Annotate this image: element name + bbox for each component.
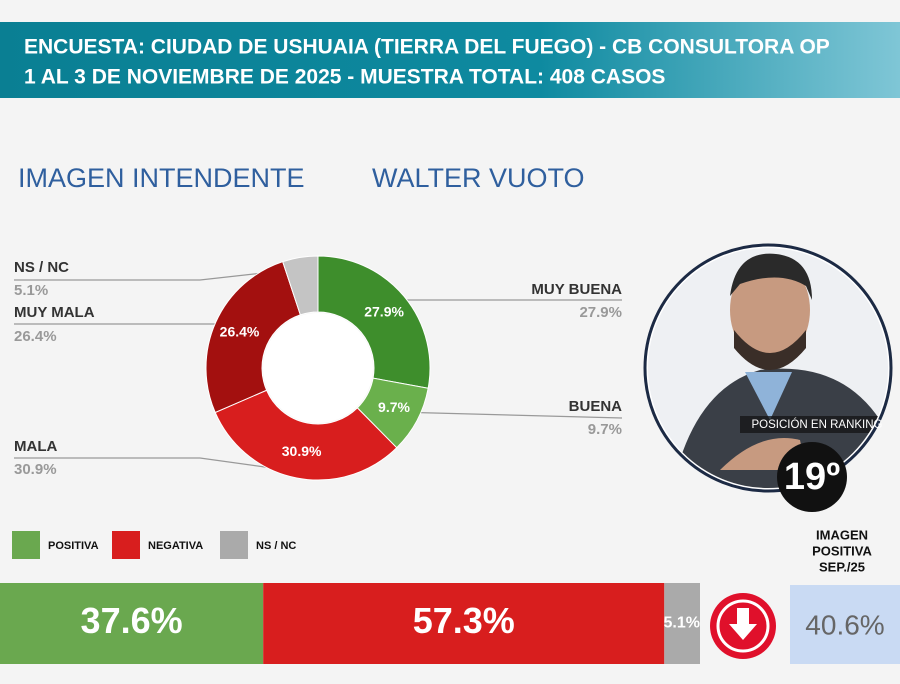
bar-segment <box>0 583 264 664</box>
bar-segment <box>263 583 665 664</box>
previous-value: 40.6% <box>805 609 884 640</box>
legend: POSITIVA NEGATIVA NS / NC <box>12 531 296 559</box>
header-band <box>0 22 900 98</box>
header-line: ENCUESTA: CIUDAD DE USHUAIA (TIERRA DEL … <box>24 36 830 59</box>
category-label: MALA <box>14 438 57 455</box>
legend-swatch <box>112 531 140 559</box>
bar-label: 37.6% <box>81 600 183 641</box>
portrait: POSICIÓN EN RANKING 19º <box>643 243 893 512</box>
down-arrow <box>729 608 757 640</box>
value-label: 9.7% <box>588 421 622 438</box>
donut-slice <box>317 255 431 389</box>
slice-label: 30.9% <box>282 443 322 459</box>
value-label: 5.1% <box>14 282 48 299</box>
header-line: 1 AL 3 DE NOVIEMBRE DE 2025 - MUESTRA TO… <box>24 66 665 89</box>
previous-box <box>790 585 900 664</box>
legend-label: NEGATIVA <box>148 540 203 552</box>
slice-label: 26.4% <box>220 324 260 340</box>
category-label: BUENA <box>569 398 623 415</box>
category-label: NS / NC <box>14 259 69 276</box>
donut-hole <box>263 313 373 423</box>
previous-title: IMAGEN <box>816 527 868 542</box>
value-label: 30.9% <box>14 461 57 478</box>
bar-label: 57.3% <box>413 600 515 641</box>
bar-label: 5.1% <box>664 615 700 632</box>
legend-label: POSITIVA <box>48 540 99 552</box>
chart-title: IMAGEN INTENDENTE <box>18 163 305 193</box>
value-label: 27.9% <box>579 304 622 321</box>
bar-segment <box>664 583 700 664</box>
trend-icon-ring <box>716 599 770 653</box>
slice-label: 9.7% <box>378 399 410 415</box>
chart-subtitle: WALTER VUOTO <box>372 163 585 193</box>
donut-slice <box>214 389 398 481</box>
ranking-value: 19º <box>784 456 840 498</box>
category-label: MUY BUENA <box>531 281 622 298</box>
legend-swatch <box>12 531 40 559</box>
legend-label: NS / NC <box>256 540 296 552</box>
slice-label: 27.9% <box>364 304 404 320</box>
stacked-bar: 37.6% 57.3% 5.1% <box>0 583 700 664</box>
legend-swatch <box>220 531 248 559</box>
value-label: 26.4% <box>14 328 57 345</box>
donut-slice <box>282 255 319 316</box>
previous-title: SEP./25 <box>819 559 865 574</box>
donut: 27.9% 9.7% 30.9% 26.4% <box>205 255 431 481</box>
ranking-label: POSICIÓN EN RANKING <box>752 418 883 431</box>
previous-title: POSITIVA <box>812 543 872 558</box>
category-label: MUY MALA <box>14 304 95 321</box>
donut-slice <box>205 261 301 414</box>
